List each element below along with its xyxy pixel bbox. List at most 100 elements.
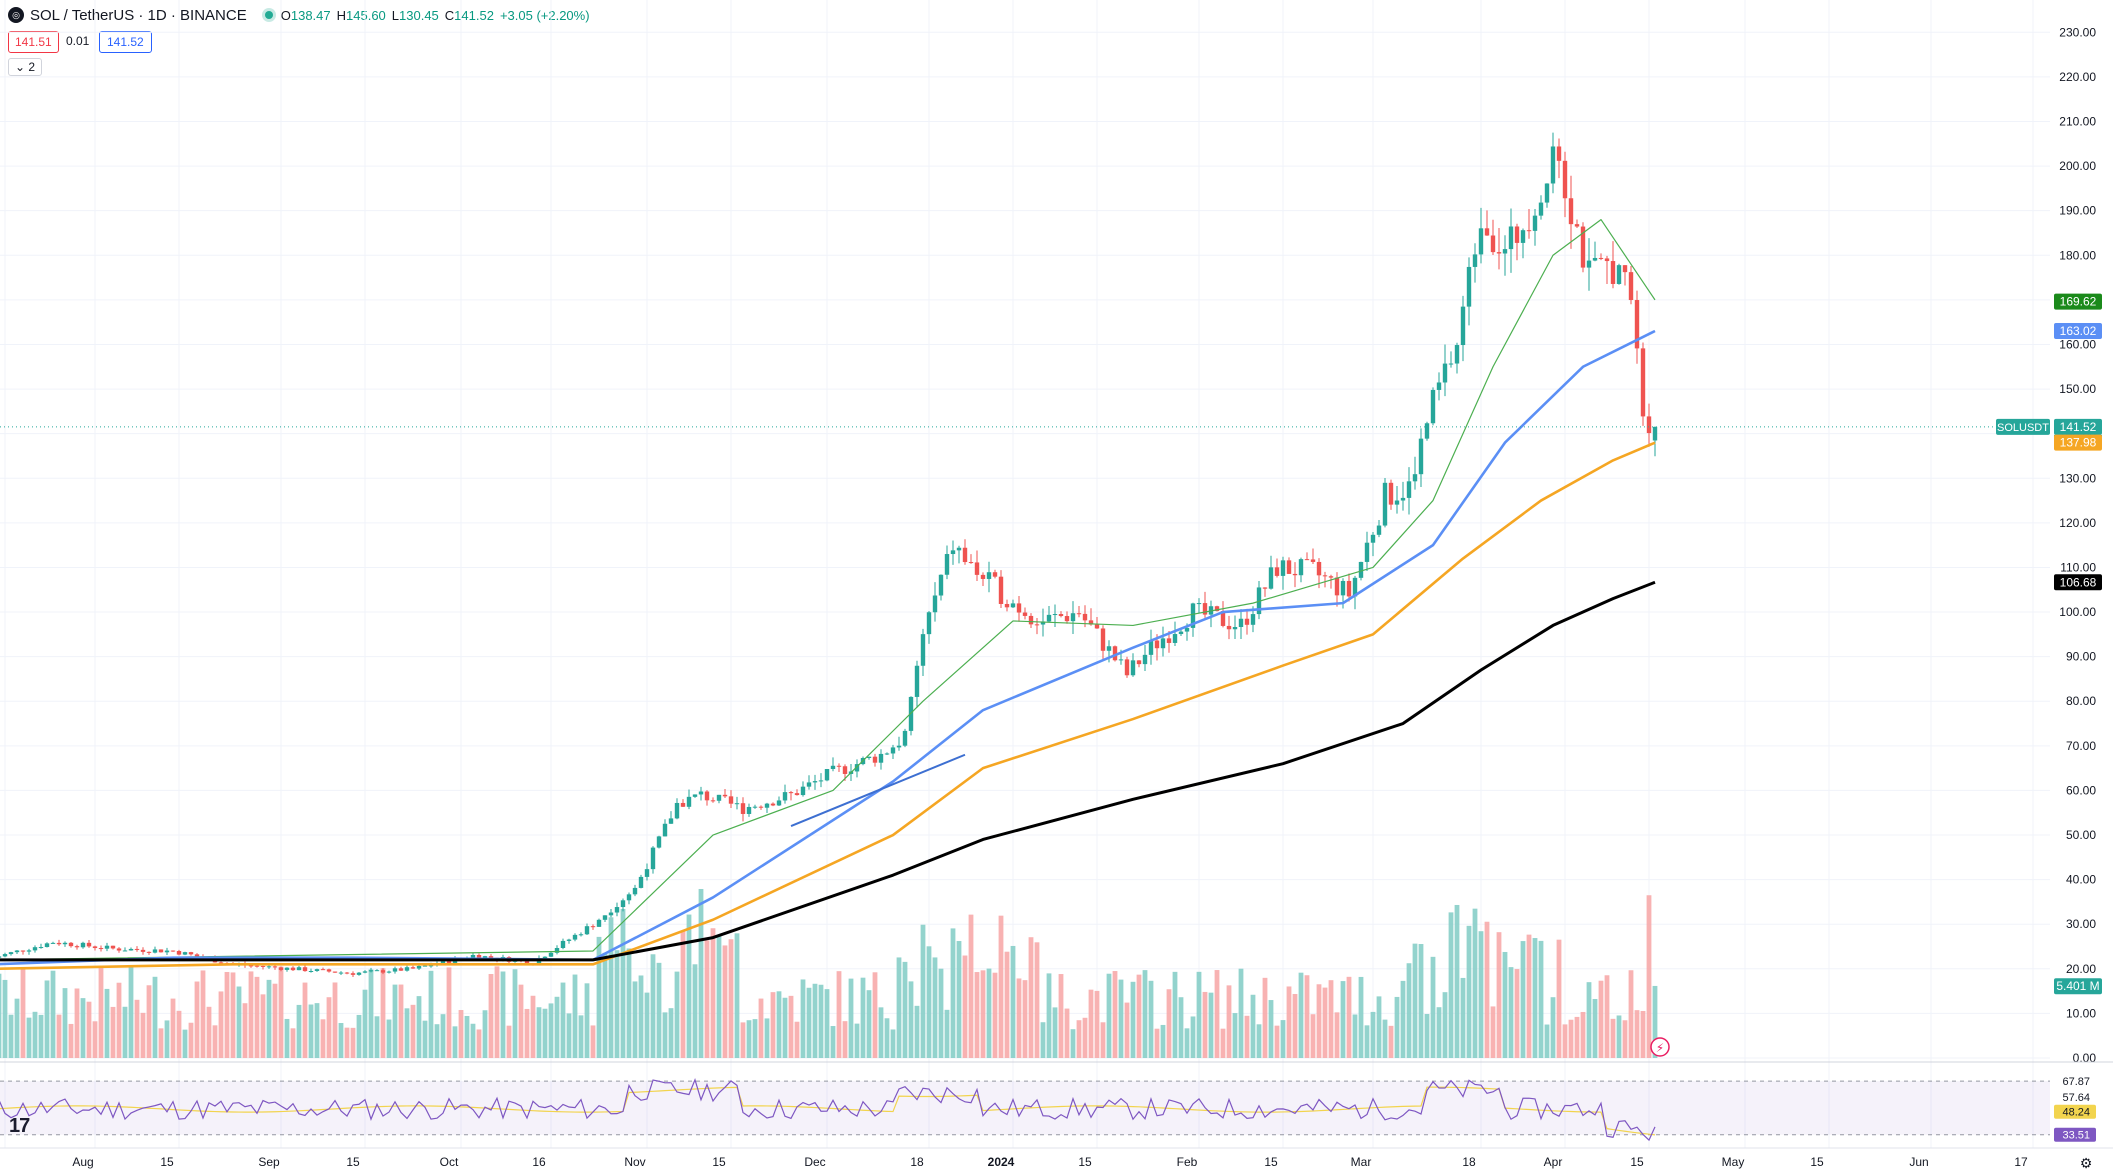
volume-bar <box>644 992 650 1058</box>
candle-body <box>1346 580 1352 597</box>
x-tick-label: May <box>1722 1155 1745 1169</box>
volume-bars <box>0 888 1658 1058</box>
volume-bar <box>494 966 500 1058</box>
candle-body <box>842 766 848 774</box>
candle-body <box>680 802 686 807</box>
volume-bar <box>920 924 926 1058</box>
volume-bar <box>464 1015 470 1058</box>
volume-bar <box>1250 994 1256 1058</box>
y-tick-label: 220.00 <box>2059 70 2096 84</box>
lightning-alert-icon[interactable]: ⚡ <box>1650 1037 1670 1057</box>
volume-bar <box>992 972 998 1058</box>
ohlc-high: H145.60 <box>336 7 386 23</box>
volume-bar <box>56 1014 62 1058</box>
volume-bar <box>986 968 992 1058</box>
candle-body <box>1160 638 1166 649</box>
y-tick-label: 40.00 <box>2066 873 2096 887</box>
volume-bar <box>1118 979 1124 1058</box>
ma-line-ma200 <box>0 580 1656 962</box>
candle-body <box>1532 215 1538 231</box>
x-tick-label: 17 <box>2014 1155 2028 1169</box>
candle-body <box>80 942 86 948</box>
y-tick-label: 10.00 <box>2066 1006 2096 1020</box>
volume-bar <box>302 982 308 1058</box>
volume-bar <box>782 997 788 1058</box>
candle-body <box>284 967 290 970</box>
buy-price-button[interactable]: 141.52 <box>99 31 152 53</box>
candle-body <box>1544 183 1550 203</box>
candle-body <box>1142 654 1148 665</box>
candle-body <box>1172 634 1178 643</box>
candle-body <box>1526 230 1532 232</box>
candle-body <box>830 765 836 770</box>
volume-bar <box>656 962 662 1058</box>
indicators-toggle-button[interactable]: ⌄ 2 <box>8 58 43 76</box>
candle-body <box>1238 618 1244 628</box>
candle-body <box>1136 660 1142 665</box>
volume-bar <box>68 1023 74 1058</box>
volume-bar <box>248 971 254 1058</box>
volume-bar <box>26 1017 32 1058</box>
volume-bar <box>1460 977 1466 1058</box>
volume-bar <box>1112 971 1118 1058</box>
volume-bar <box>218 991 224 1058</box>
volume-bar <box>338 1023 344 1058</box>
market-open-status-icon <box>264 11 273 19</box>
volume-bar <box>1082 1017 1088 1058</box>
candle-body <box>1484 228 1490 236</box>
candle-body <box>1352 577 1358 597</box>
symbol-title[interactable]: SOL / TetherUS · 1D · BINANCE <box>30 6 247 24</box>
y-tick-label: 150.00 <box>2059 382 2096 396</box>
volume-bar <box>590 1025 596 1058</box>
x-axis[interactable]: 17 Aug 15 Sep 15 Oct 16 Nov 15 Dec 18 2024 15 Feb 15 Ma… <box>0 1147 2113 1169</box>
y-axis[interactable]: 0.00 10.00 20.00 30.00 40.00 50.00 60.00 70.00 8… <box>2059 25 2096 1065</box>
volume-bar <box>1178 997 1184 1058</box>
x-tick-label: Mar <box>1351 1155 1372 1169</box>
candle-body <box>914 665 920 697</box>
candle-body <box>1520 230 1526 243</box>
ohlc-low: L130.45 <box>391 7 439 23</box>
volume-bar <box>1316 984 1322 1058</box>
candle-body <box>92 946 98 949</box>
volume-bar <box>1622 1020 1628 1058</box>
x-tick-label: Dec <box>804 1155 825 1169</box>
candle-body <box>182 952 188 955</box>
y-tick-label: 60.00 <box>2066 783 2096 797</box>
volume-bar <box>254 976 260 1058</box>
volume-bar <box>1586 982 1592 1058</box>
candle-body <box>248 965 254 967</box>
volume-bar <box>206 1006 212 1058</box>
candle-body <box>362 971 368 973</box>
candle-body <box>1304 559 1310 561</box>
candle-body <box>1268 567 1274 589</box>
volume-bar <box>8 1014 14 1058</box>
candle-body <box>1502 249 1508 254</box>
volume-bar <box>1046 973 1052 1058</box>
volume-bar <box>1568 1019 1574 1058</box>
candle-body <box>572 934 578 940</box>
candle-body <box>608 912 614 916</box>
y-tick-label: 230.00 <box>2059 25 2096 39</box>
candle-body <box>686 796 692 807</box>
candle-body <box>1598 257 1604 259</box>
candle-body <box>1478 228 1484 255</box>
candle-body <box>1334 577 1340 596</box>
settings-gear-icon[interactable]: ⚙ <box>2080 1155 2093 1171</box>
sell-price-button[interactable]: 141.51 <box>8 31 59 53</box>
candle-body <box>1058 614 1064 617</box>
trendline[interactable] <box>790 753 966 828</box>
volume-bar <box>1520 941 1526 1058</box>
volume-bar <box>926 946 932 1058</box>
candle-body <box>128 948 134 951</box>
symbol-tag: SOLUSDT <box>1997 422 2049 434</box>
candle-body <box>428 965 434 967</box>
volume-bar <box>998 915 1004 1058</box>
candle-body <box>806 782 812 787</box>
candle-body <box>1118 659 1124 661</box>
volume-bar <box>422 1020 428 1058</box>
candle-body <box>944 554 950 575</box>
volume-bar <box>164 1020 170 1058</box>
candle-body <box>1490 235 1496 253</box>
volume-bar <box>584 983 590 1058</box>
